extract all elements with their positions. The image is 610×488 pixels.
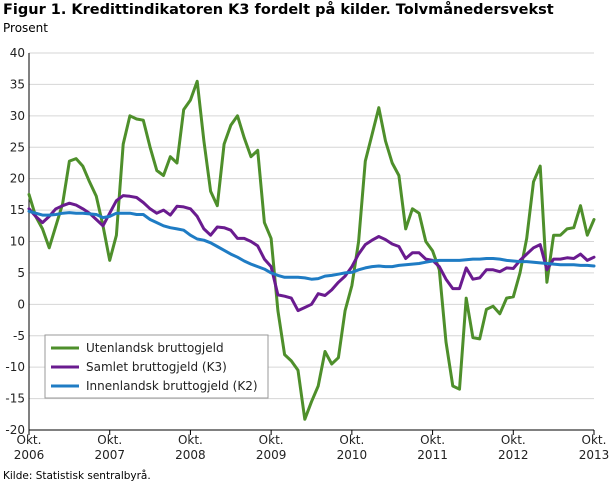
y-tick-label: 35 bbox=[10, 77, 25, 91]
x-tick-label: Okt. bbox=[339, 433, 364, 447]
x-tick-label: Okt. bbox=[17, 433, 42, 447]
x-tick-label: 2007 bbox=[94, 448, 125, 462]
legend-box bbox=[44, 334, 269, 399]
y-tick-label: -15 bbox=[5, 392, 25, 406]
y-tick-label: 5 bbox=[17, 266, 25, 280]
series-lines bbox=[27, 79, 596, 421]
y-tick-label: 10 bbox=[10, 235, 25, 249]
chart-title: Figur 1. Kredittindikatoren K3 fordelt p… bbox=[3, 2, 554, 18]
x-tick-label: 2011 bbox=[417, 448, 448, 462]
y-tick-label: -10 bbox=[5, 360, 25, 374]
y-tick-label: 0 bbox=[17, 297, 25, 311]
y-tick-label: -5 bbox=[13, 329, 25, 343]
x-tick-label: Okt. bbox=[178, 433, 203, 447]
y-tick-label: 40 bbox=[10, 46, 25, 60]
y-tick-label: -20 bbox=[5, 423, 25, 437]
x-tick-label: 2008 bbox=[175, 448, 206, 462]
x-axis: Okt.2006Okt.2007Okt.2008Okt.2009Okt.2010… bbox=[14, 53, 610, 462]
y-tick-labels: -20 -15 -10 -5 0 5 10 15 20 25 30 35 40 bbox=[5, 46, 25, 437]
series-line-3 bbox=[27, 209, 596, 281]
x-tick-label: 2013 bbox=[579, 448, 610, 462]
series-line-2 bbox=[27, 194, 596, 313]
y-tick-label: 30 bbox=[10, 109, 25, 123]
x-tick-label: Okt. bbox=[501, 433, 526, 447]
x-tick-label: Okt. bbox=[97, 433, 122, 447]
x-tick-label: Okt. bbox=[420, 433, 445, 447]
y-axis-label: Prosent bbox=[3, 21, 48, 35]
legend: Utenlandsk bruttogjeld Samlet bruttogjeld… bbox=[44, 334, 269, 399]
y-tick-label: 15 bbox=[10, 203, 25, 217]
series-line-1 bbox=[27, 79, 596, 421]
y-tick-label: 20 bbox=[10, 172, 25, 186]
x-tick-label: Okt. bbox=[582, 433, 607, 447]
x-tick-label: 2009 bbox=[256, 448, 287, 462]
legend-label: Innenlandsk bruttogjeld (K2) bbox=[86, 379, 258, 393]
x-tick-label: 2006 bbox=[14, 448, 45, 462]
legend-label: Utenlandsk bruttogjeld bbox=[86, 341, 224, 355]
x-tick-label: Okt. bbox=[259, 433, 284, 447]
x-tick-label: 2010 bbox=[337, 448, 368, 462]
source-note: Kilde: Statistisk sentralbyrå. bbox=[3, 470, 151, 482]
legend-label: Samlet bruttogjeld (K3) bbox=[86, 360, 227, 374]
y-tick-label: 25 bbox=[10, 140, 25, 154]
x-tick-label: 2012 bbox=[498, 448, 529, 462]
